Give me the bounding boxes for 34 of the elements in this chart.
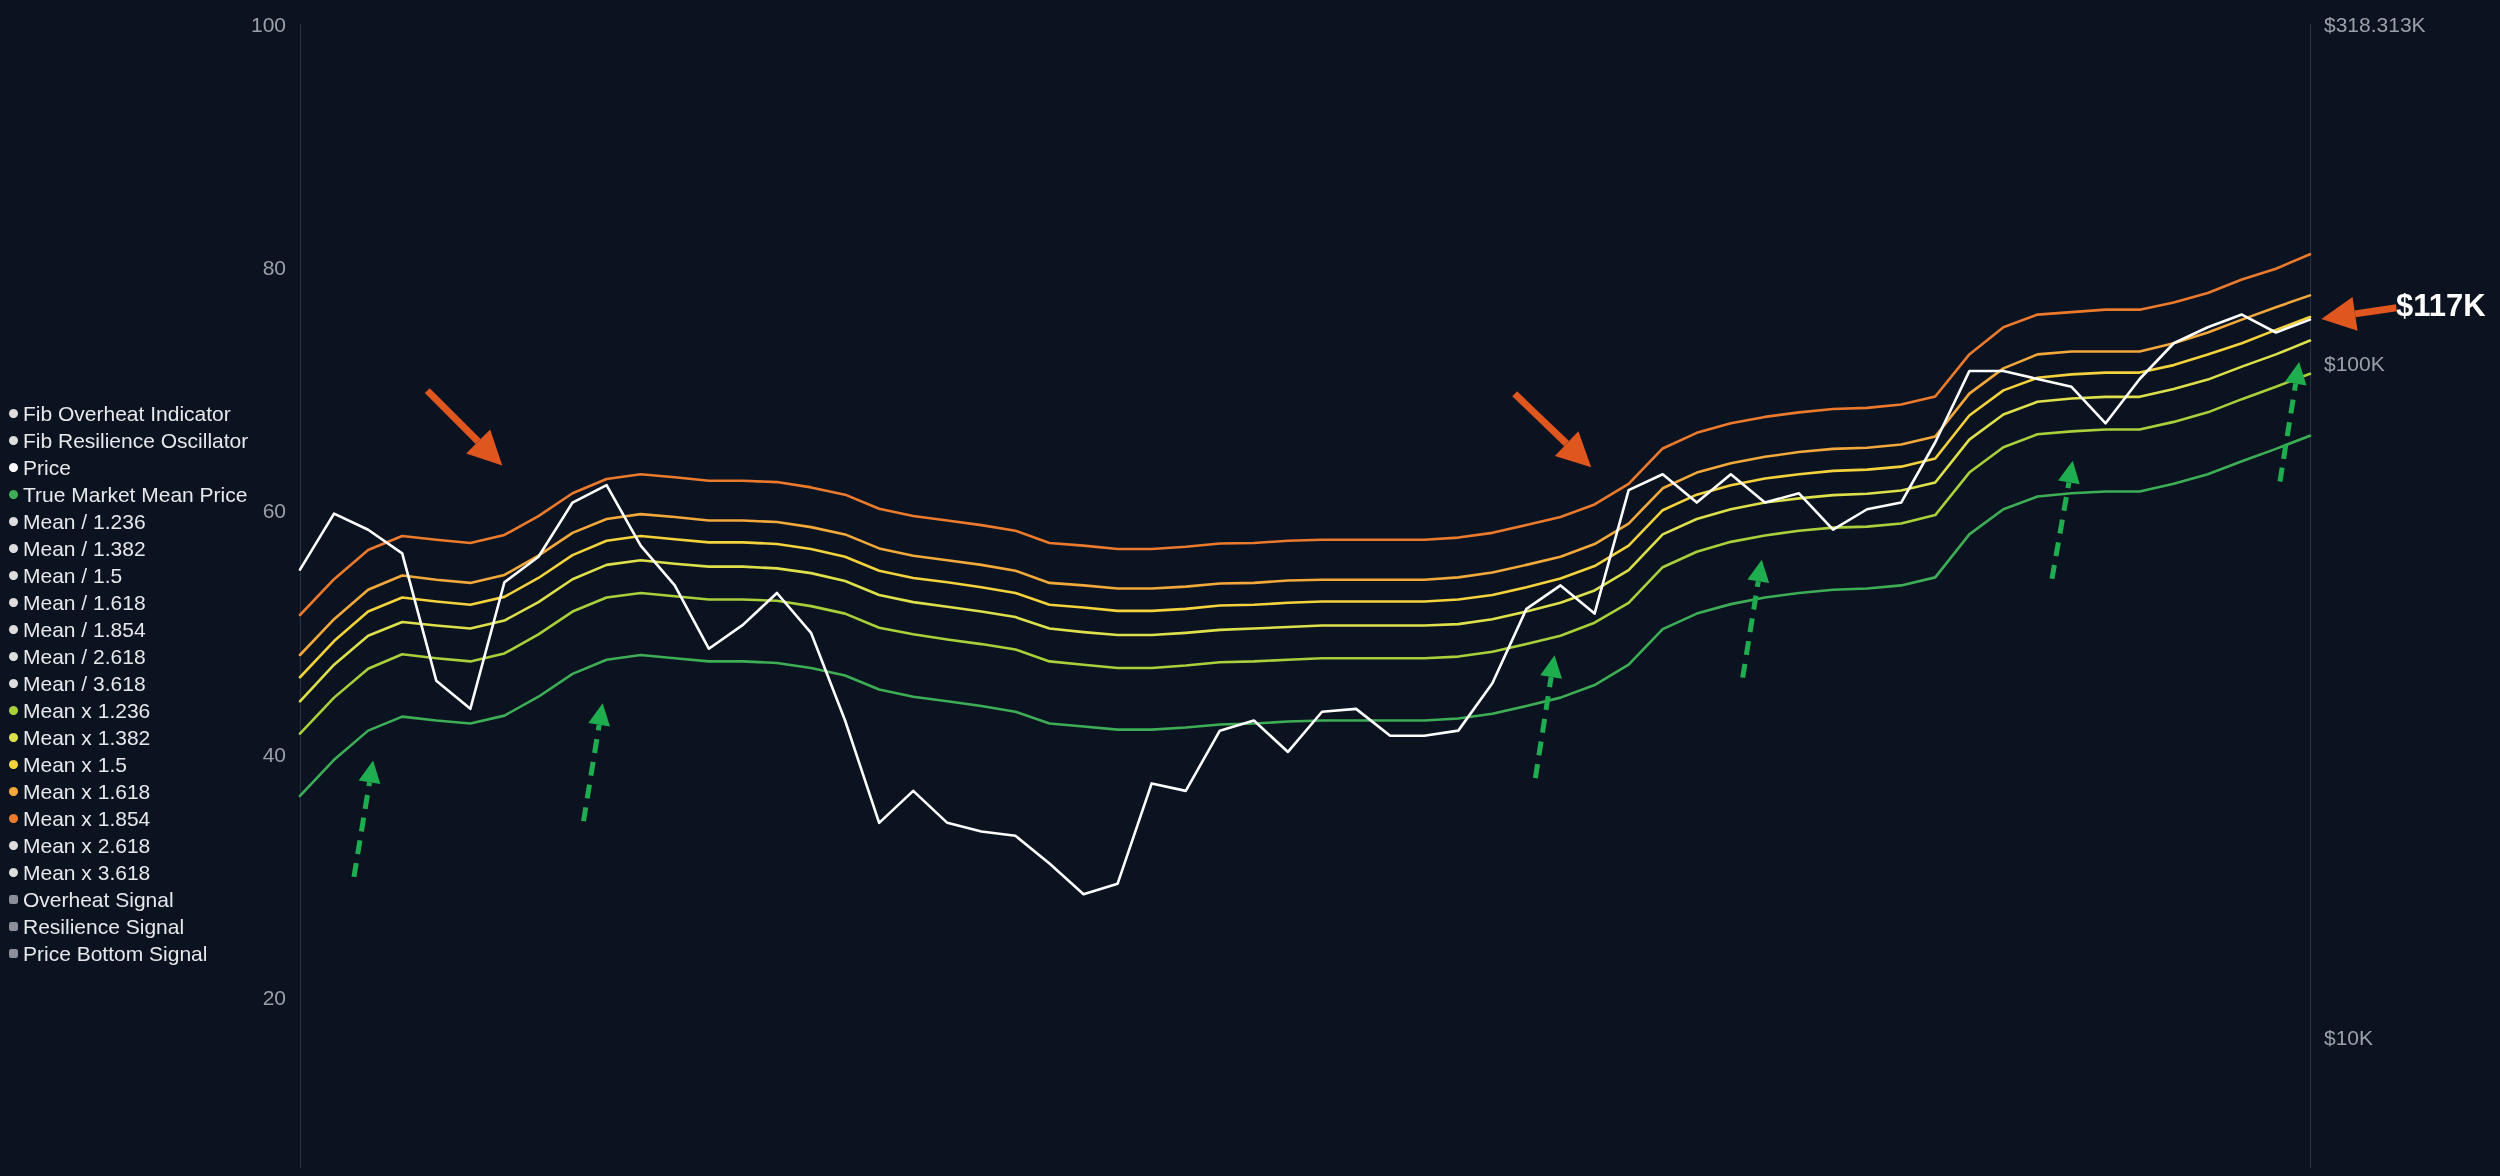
legend-label: Mean x 1.382 bbox=[23, 726, 151, 749]
legend-label: True Market Mean Price bbox=[23, 483, 248, 506]
y-tick-label: 100 bbox=[250, 12, 286, 36]
y2-tick-label: $318.313K bbox=[2324, 12, 2426, 36]
y2-tick-label: $100K bbox=[2324, 351, 2385, 375]
legend-label: Overheat Signal bbox=[23, 888, 174, 911]
legend-label: Mean x 1.236 bbox=[23, 699, 151, 722]
text: $117K bbox=[2396, 288, 2487, 323]
y-tick-label: 60 bbox=[262, 499, 286, 523]
line-series bbox=[298, 252, 2312, 617]
legend-label: Mean / 3.618 bbox=[23, 672, 146, 695]
legend-label: Mean / 1.236 bbox=[23, 510, 146, 533]
legend-label: Mean x 3.618 bbox=[23, 861, 151, 884]
legend-label: Mean x 1.5 bbox=[23, 753, 127, 776]
legend-label: Resilience Signal bbox=[23, 915, 185, 938]
legend-label: Mean / 1.854 bbox=[23, 618, 146, 641]
line-series bbox=[298, 434, 2312, 798]
legend-label: Mean x 2.618 bbox=[23, 834, 151, 857]
y-tick-label: 40 bbox=[262, 742, 286, 766]
legend-label: Mean / 2.618 bbox=[23, 645, 146, 668]
legend-label: Mean / 1.382 bbox=[23, 537, 146, 560]
y-tick-label: 80 bbox=[262, 255, 286, 279]
legend-label: Fib Overheat Indicator bbox=[23, 402, 231, 425]
line-series bbox=[298, 313, 2312, 896]
y2-tick-label: $10K bbox=[2324, 1025, 2374, 1049]
legend-label: Mean x 1.618 bbox=[23, 780, 151, 803]
legend-label: Price Bottom Signal bbox=[23, 942, 208, 965]
legend-label: Mean / 1.618 bbox=[23, 591, 146, 614]
legend-label: Mean / 1.5 bbox=[23, 564, 123, 587]
legend-label: Price bbox=[23, 456, 71, 479]
line-series bbox=[298, 372, 2312, 736]
legend-label: Mean x 1.854 bbox=[23, 807, 151, 830]
legend-label: Fib Resilience Oscillator bbox=[23, 429, 249, 452]
y-tick-label: 20 bbox=[262, 986, 286, 1010]
